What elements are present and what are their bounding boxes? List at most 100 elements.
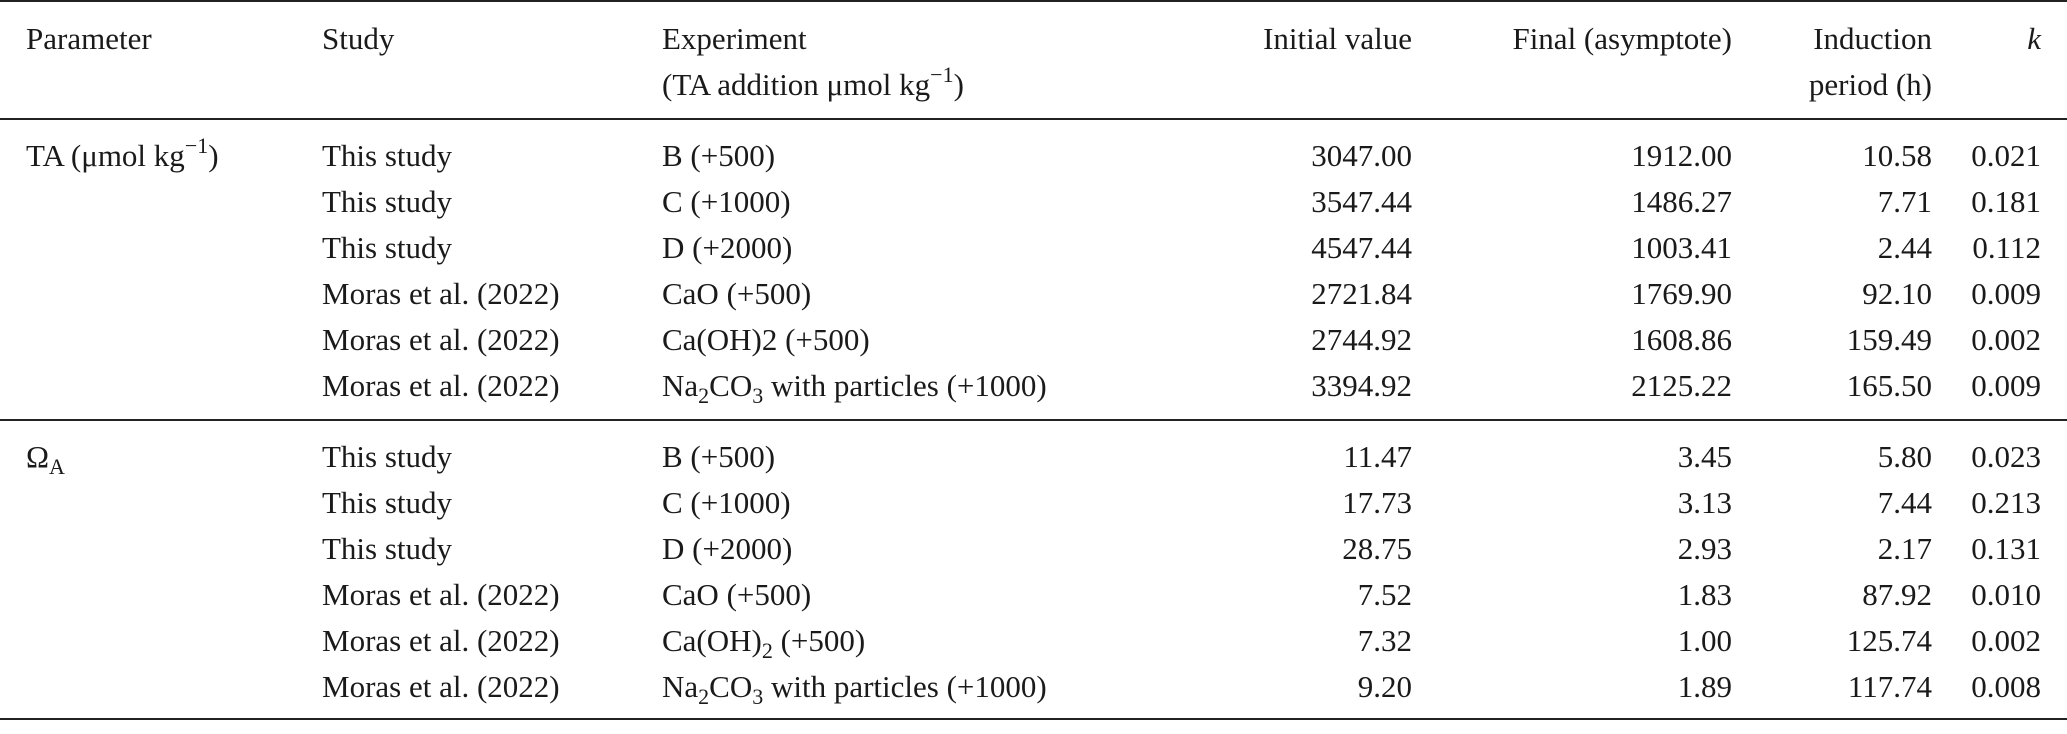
header-final-asymptote: Final (asymptote)	[1412, 0, 1732, 120]
study-cell: Moras et al. (2022)	[322, 322, 560, 357]
parameter-cell	[0, 664, 322, 720]
experiment-subscript-2: 3	[752, 684, 764, 709]
experiment-cell: B (+500)	[662, 119, 1192, 179]
experiment-cell: CaO (+500)	[662, 271, 1192, 317]
parameter-cell	[0, 179, 322, 225]
initial-value-cell: 28.75	[1342, 531, 1412, 566]
header-experiment-line1: Experiment	[662, 21, 807, 56]
induction-period-cell: 7.44	[1877, 485, 1932, 520]
induction-period-cell: 165.50	[1732, 363, 1932, 421]
k-cell: 0.002	[1971, 322, 2041, 357]
final-asymptote-cell: 2.93	[1677, 531, 1732, 566]
initial-value-cell: 4547.44	[1311, 230, 1412, 265]
final-asymptote-cell: 1003.41	[1631, 230, 1732, 265]
table-row: This study D (+2000) 4547.44 1003.41 2.44 0.1…	[0, 225, 2067, 271]
experiment-cell: D (+2000)	[662, 225, 1192, 271]
experiment-cell: Na2CO3 with particles (+1000)	[662, 363, 1192, 421]
header-experiment: Experiment (TA addition μmol kg−1)	[662, 0, 1192, 120]
experiment-cell: Na2CO3 with particles (+1000)	[662, 664, 1192, 720]
final-asymptote-cell: 1486.27	[1631, 184, 1732, 219]
parameter-label: TA (μmol kg	[26, 138, 185, 173]
parameter-cell	[0, 225, 322, 271]
k-cell: 0.112	[1972, 230, 2041, 265]
parameter-cell	[0, 363, 322, 421]
experiment-cell: Ca(OH)2 (+500)	[662, 618, 1192, 664]
experiment-cell: C (+1000)	[662, 480, 1192, 526]
parameter-label-end: )	[208, 138, 219, 173]
table-row: Moras et al. (2022) CaO (+500) 2721.84 1769…	[0, 271, 2067, 317]
final-asymptote-cell: 1769.90	[1631, 276, 1732, 311]
induction-period-cell: 2.17	[1877, 531, 1932, 566]
k-cell: 0.213	[1971, 485, 2041, 520]
table-row: Moras et al. (2022) Na2CO3 with particles…	[0, 664, 2067, 720]
header-induction-line2: period (h)	[1808, 67, 1932, 102]
table-row: Moras et al. (2022) CaO (+500) 7.52 1.83 87.…	[0, 572, 2067, 618]
parameter-cell: ΩA	[0, 420, 322, 480]
experiment-cell: B (+500)	[662, 420, 1192, 480]
parameter-group-omega: ΩA This study B (+500) 11.47 3.45 5.80 0.023 Th…	[0, 420, 2067, 720]
header-study: Study	[322, 0, 662, 120]
induction-period-cell: 159.49	[1846, 322, 1932, 357]
header-initial-value: Initial value	[1192, 0, 1412, 120]
parameter-cell	[0, 480, 322, 526]
experiment-text-post: with particles (+1000)	[763, 669, 1047, 704]
induction-period-cell: 10.58	[1862, 138, 1932, 173]
experiment-text: C (+1000)	[662, 485, 791, 520]
header-k: k	[1932, 0, 2067, 120]
parameter-cell	[0, 317, 322, 363]
experiment-text-mid: (+500)	[772, 623, 866, 658]
k-cell: 0.023	[1971, 439, 2041, 474]
parameter-group-ta: TA (μmol kg−1) This study B (+500) 3047.00 1…	[0, 119, 2067, 421]
experiment-subscript: 2	[698, 383, 710, 408]
experiment-text: D (+2000)	[662, 230, 793, 265]
experiment-subscript: 2	[698, 684, 710, 709]
k-cell: 0.181	[1971, 184, 2041, 219]
study-cell: This study	[322, 230, 453, 265]
k-cell: 0.002	[1971, 623, 2041, 658]
parameter-cell	[0, 271, 322, 317]
study-cell: Moras et al. (2022)	[322, 276, 560, 311]
initial-value-cell: 17.73	[1342, 485, 1412, 520]
study-cell: Moras et al. (2022)	[322, 664, 662, 720]
initial-value-cell: 7.52	[1357, 577, 1412, 612]
experiment-cell: D (+2000)	[662, 526, 1192, 572]
initial-value-cell: 3547.44	[1311, 184, 1412, 219]
table-row: Moras et al. (2022) Na2CO3 with particles…	[0, 363, 2067, 421]
k-cell: 0.008	[1932, 664, 2067, 720]
header-experiment-line2: (TA addition μmol kg−1)	[662, 62, 1192, 108]
parameter-subscript: A	[49, 454, 65, 479]
experiment-text: Na	[662, 368, 699, 403]
study-cell: This study	[322, 485, 453, 520]
experiment-text-mid: CO	[709, 368, 753, 403]
parameter-cell	[0, 618, 322, 664]
final-asymptote-cell: 2125.22	[1412, 363, 1732, 421]
study-cell: This study	[322, 531, 453, 566]
parameter-cell	[0, 526, 322, 572]
experiment-text: Ca(OH)2 (+500)	[662, 322, 870, 357]
table-row: TA (μmol kg−1) This study B (+500) 3047.00 1…	[0, 119, 2067, 179]
initial-value-cell: 2721.84	[1311, 276, 1412, 311]
header-row: Parameter Study Experiment (TA addition …	[0, 0, 2067, 120]
experiment-text: CaO (+500)	[662, 577, 812, 612]
experiment-text: D (+2000)	[662, 531, 793, 566]
k-cell: 0.131	[1971, 531, 2041, 566]
induction-period-cell: 117.74	[1732, 664, 1932, 720]
experiment-text: C (+1000)	[662, 184, 791, 219]
table-row: This study C (+1000) 17.73 3.13 7.44 0.213	[0, 480, 2067, 526]
header-parameter: Parameter	[0, 0, 322, 120]
induction-period-cell: 2.44	[1877, 230, 1932, 265]
induction-period-cell: 5.80	[1877, 439, 1932, 474]
table-row: Moras et al. (2022) Ca(OH)2 (+500) 2744.92…	[0, 317, 2067, 363]
header-induction-line1: Induction	[1813, 21, 1932, 56]
k-cell: 0.010	[1971, 577, 2041, 612]
induction-period-cell: 92.10	[1862, 276, 1932, 311]
final-asymptote-cell: 1608.86	[1631, 322, 1732, 357]
parameter-cell	[0, 572, 322, 618]
study-cell: This study	[322, 439, 453, 474]
experiment-text: Ca(OH)	[662, 623, 762, 658]
induction-period-cell: 125.74	[1846, 623, 1932, 658]
study-cell: Moras et al. (2022)	[322, 363, 662, 421]
experiment-text: B (+500)	[662, 138, 776, 173]
induction-period-cell: 7.71	[1877, 184, 1932, 219]
final-asymptote-cell: 1.83	[1677, 577, 1732, 612]
